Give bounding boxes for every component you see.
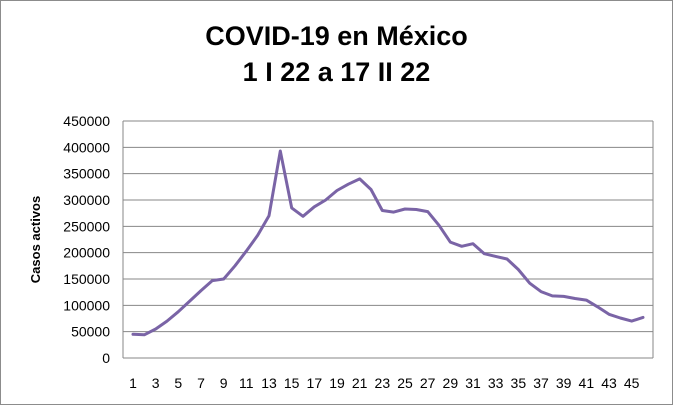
x-tick-label: 11 xyxy=(239,375,254,391)
y-axis-label: Casos activos xyxy=(28,196,43,283)
chart-title-line-2: 1 I 22 a 17 II 22 xyxy=(242,57,431,87)
x-tick-label: 39 xyxy=(556,375,572,391)
axes xyxy=(122,121,654,359)
y-tick-label: 100000 xyxy=(63,297,110,313)
x-tick-label: 37 xyxy=(533,375,549,391)
gridlines xyxy=(123,120,653,333)
y-tick-label: 250000 xyxy=(63,218,110,234)
chart-title: COVID-19 en México 1 I 22 a 17 II 22 xyxy=(0,18,673,90)
x-tick-label: 13 xyxy=(261,375,277,391)
y-tick-label: 350000 xyxy=(63,166,110,182)
x-tick-label: 45 xyxy=(624,375,640,391)
x-tick-label: 33 xyxy=(488,375,504,391)
x-tick-label: 5 xyxy=(174,375,182,391)
y-tick-label: 300000 xyxy=(63,192,110,208)
y-axis-tick-labels: 0 50000 100000 150000 200000 250000 300000 3500… xyxy=(63,113,110,366)
x-tick-label: 27 xyxy=(420,375,436,391)
y-tick-label: 0 xyxy=(102,350,110,366)
x-tick-label: 21 xyxy=(352,375,368,391)
y-tick-label: 150000 xyxy=(63,271,110,287)
x-tick-label: 41 xyxy=(579,375,595,391)
x-tick-label: 29 xyxy=(443,375,459,391)
x-tick-label: 25 xyxy=(397,375,413,391)
x-tick-label: 19 xyxy=(329,375,345,391)
x-tick-label: 35 xyxy=(511,375,527,391)
x-tick-label: 9 xyxy=(220,375,228,391)
x-tick-label: 15 xyxy=(284,375,300,391)
series-layer xyxy=(131,149,645,337)
x-tick-label: 23 xyxy=(375,375,391,391)
x-axis-tick-labels: 1 3 5 7 9 11 13 15 17 19 21 23 25 27 29 31 33 35 37 39 41 43 4… xyxy=(129,375,640,391)
chart-title-line-1: COVID-19 en México xyxy=(205,21,468,51)
x-tick-label: 7 xyxy=(197,375,205,391)
x-tick-label: 31 xyxy=(465,375,481,391)
series-line-casos-activos xyxy=(131,149,645,337)
y-tick-label: 200000 xyxy=(63,245,110,261)
x-tick-label: 1 xyxy=(129,375,137,391)
x-tick-label: 43 xyxy=(601,375,617,391)
y-tick-label: 450000 xyxy=(63,113,110,129)
y-tick-label: 400000 xyxy=(63,139,110,155)
y-tick-label: 50000 xyxy=(71,324,110,340)
x-tick-label: 3 xyxy=(152,375,160,391)
x-tick-label: 17 xyxy=(307,375,323,391)
